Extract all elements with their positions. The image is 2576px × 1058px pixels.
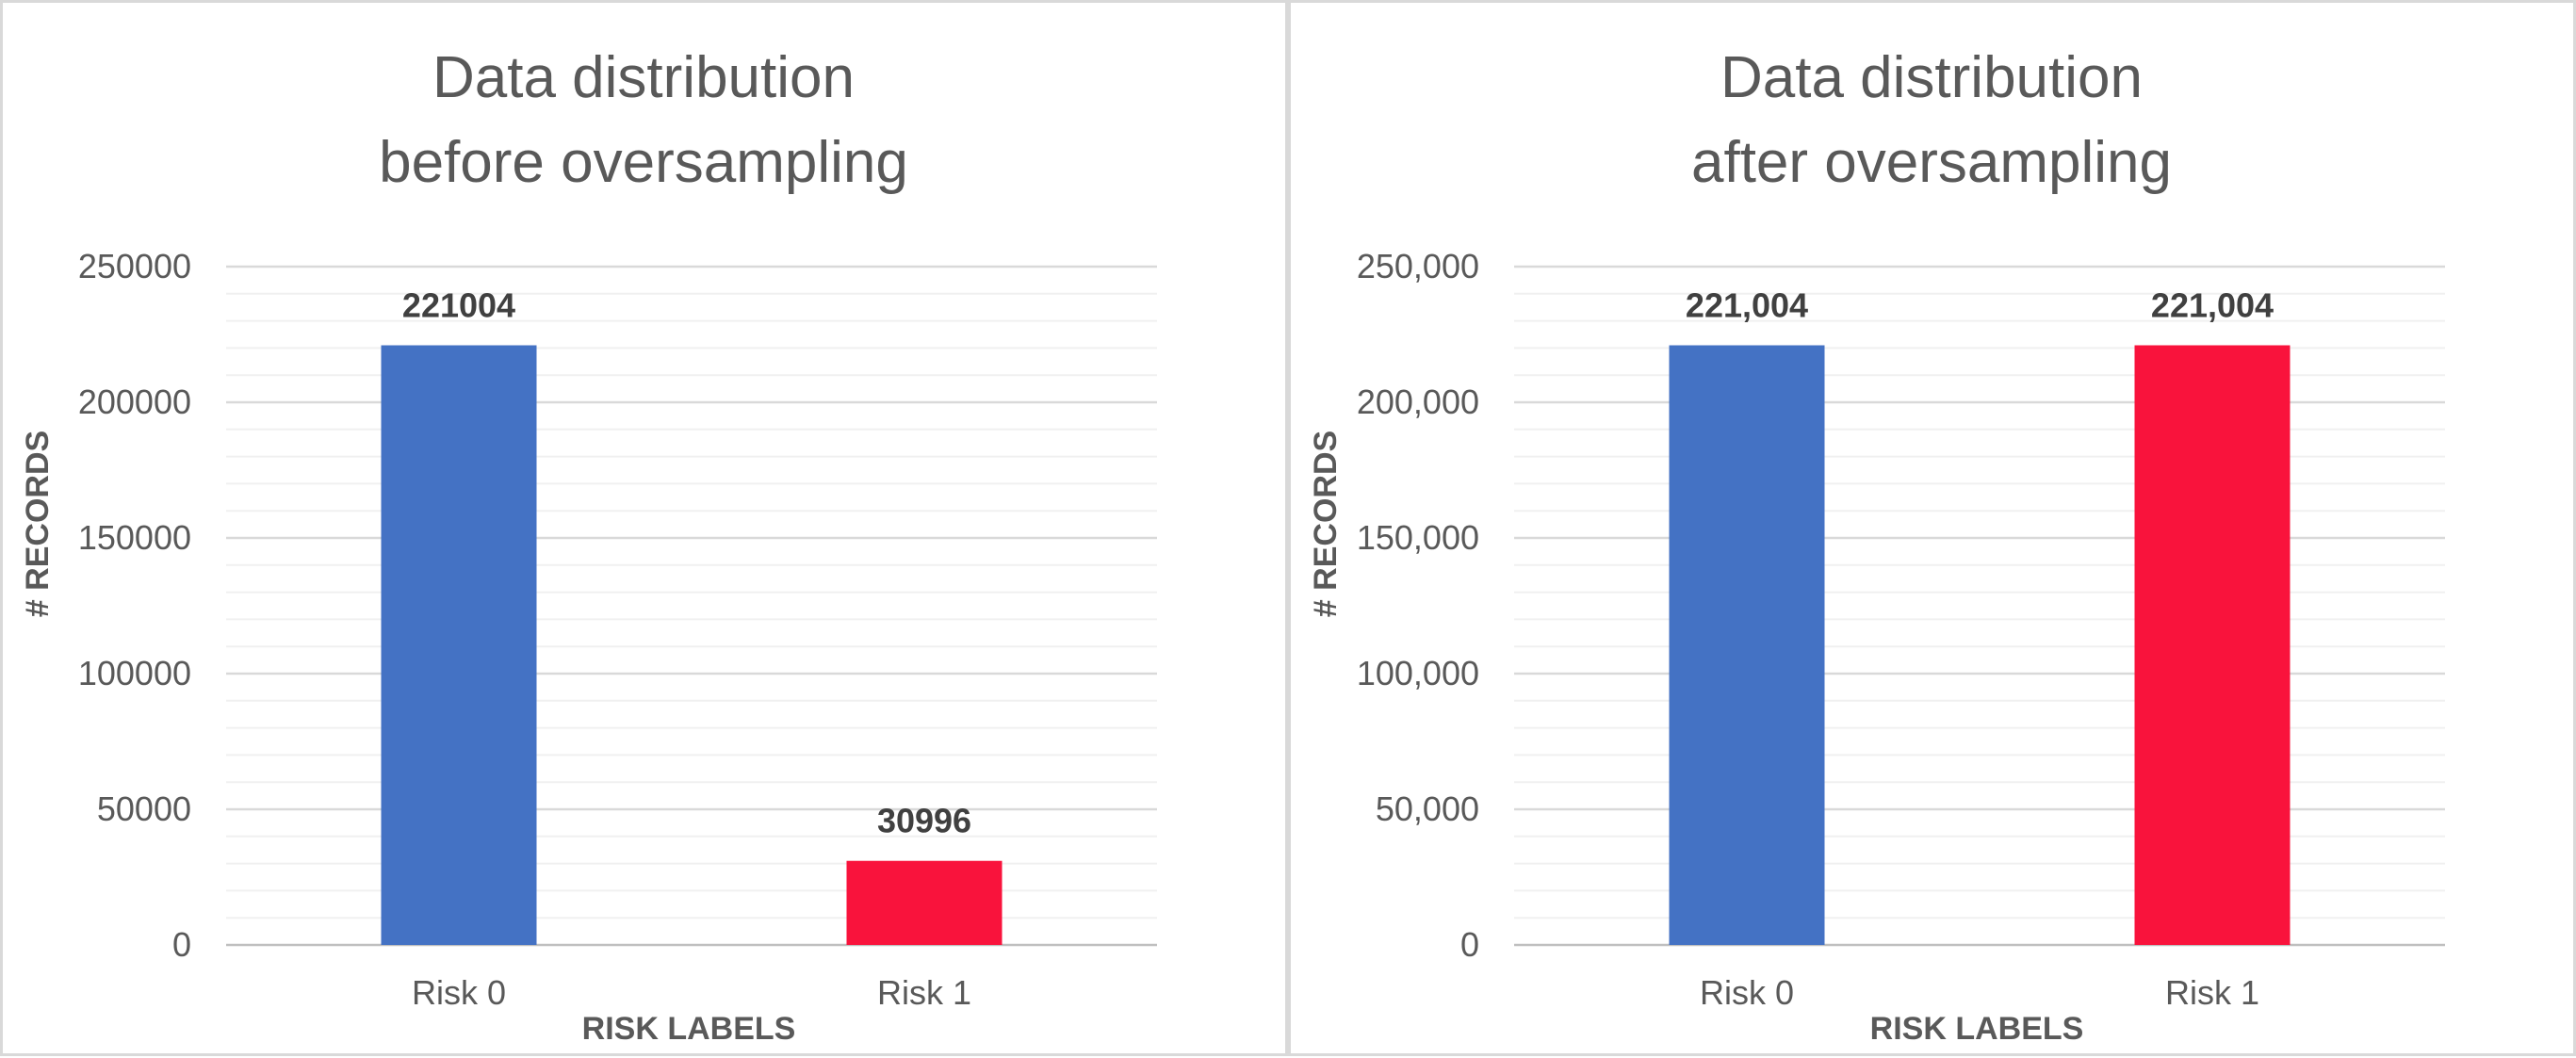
chart-title-line-1: Data distribution — [432, 45, 855, 110]
bar-chart-after: Data distribution after oversampling 0 50… — [1308, 45, 2445, 1047]
chart-title-line-1: Data distribution — [1720, 45, 2143, 110]
y-tick-label: 150,000 — [1357, 518, 1479, 557]
data-label: 221004 — [402, 286, 515, 325]
y-tick-label: 50000 — [97, 789, 191, 828]
y-tick-label: 150000 — [78, 518, 191, 557]
bar-risk-1 — [846, 860, 1003, 945]
data-label: 30996 — [877, 802, 971, 840]
y-tick-label: 50,000 — [1376, 789, 1479, 828]
data-label: 221,004 — [1686, 286, 1808, 325]
y-tick-label: 100000 — [78, 654, 191, 692]
y-tick-label: 200,000 — [1357, 383, 1479, 421]
chart-panel-before: Data distribution before oversampling 0 5… — [0, 0, 1288, 1056]
x-axis-title: RISK LABELS — [1870, 1011, 2084, 1047]
bar-risk-1 — [2134, 345, 2291, 945]
x-tick-label: Risk 1 — [2165, 973, 2259, 1012]
x-tick-label: Risk 1 — [877, 973, 971, 1012]
chart-title-line-2: after oversampling — [1691, 130, 2172, 195]
chart-title-line-2: before oversampling — [379, 130, 908, 195]
chart-panel-after: Data distribution after oversampling 0 50… — [1288, 0, 2576, 1056]
y-tick-label: 250000 — [78, 247, 191, 285]
data-label: 221,004 — [2151, 286, 2274, 325]
y-tick-label: 0 — [1460, 925, 1479, 964]
bar-risk-0 — [1669, 345, 1825, 945]
y-tick-label: 0 — [172, 925, 191, 964]
x-tick-label: Risk 0 — [1700, 973, 1794, 1012]
y-tick-label: 250,000 — [1357, 247, 1479, 285]
y-axis-title: # RECORDS — [20, 431, 56, 617]
x-tick-label: Risk 0 — [412, 973, 506, 1012]
y-axis-title: # RECORDS — [1308, 431, 1344, 617]
bar-risk-0 — [381, 345, 537, 945]
x-axis-title: RISK LABELS — [582, 1011, 796, 1047]
bar-chart-before: Data distribution before oversampling 0 5… — [20, 45, 1157, 1047]
y-tick-label: 200000 — [78, 383, 191, 421]
y-tick-label: 100,000 — [1357, 654, 1479, 692]
